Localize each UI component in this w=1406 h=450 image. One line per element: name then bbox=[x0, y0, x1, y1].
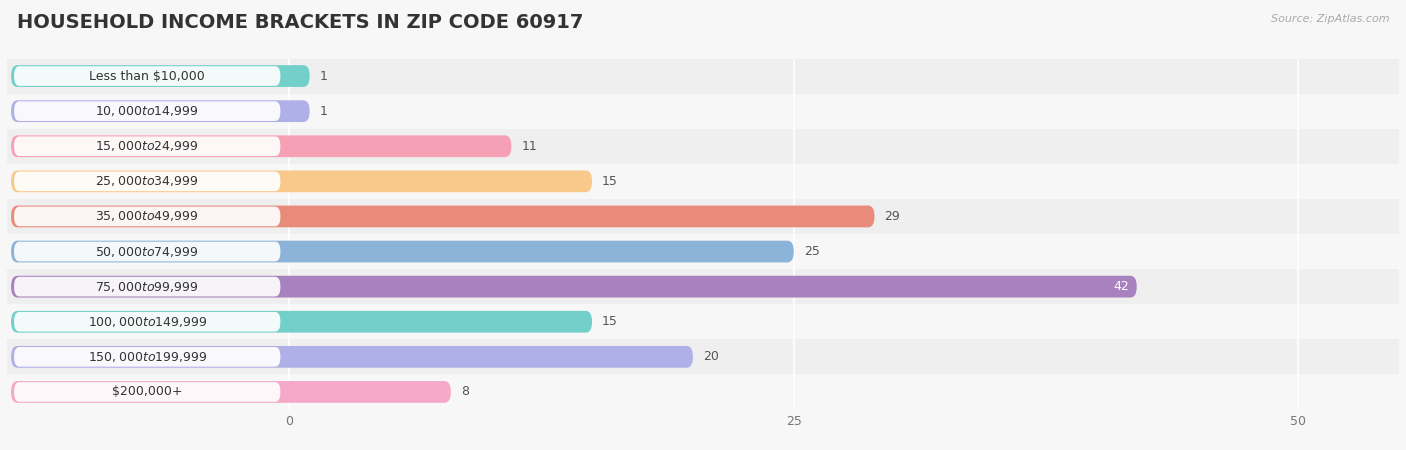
FancyBboxPatch shape bbox=[14, 382, 280, 402]
Text: 25: 25 bbox=[804, 245, 820, 258]
FancyBboxPatch shape bbox=[14, 171, 280, 191]
Text: 15: 15 bbox=[602, 175, 619, 188]
FancyBboxPatch shape bbox=[11, 241, 794, 262]
Text: $200,000+: $200,000+ bbox=[112, 386, 183, 398]
FancyBboxPatch shape bbox=[11, 381, 451, 403]
FancyBboxPatch shape bbox=[14, 347, 280, 367]
Text: 11: 11 bbox=[522, 140, 537, 153]
Text: 15: 15 bbox=[602, 315, 619, 328]
FancyBboxPatch shape bbox=[14, 277, 280, 297]
FancyBboxPatch shape bbox=[11, 100, 309, 122]
FancyBboxPatch shape bbox=[14, 312, 280, 332]
FancyBboxPatch shape bbox=[14, 66, 280, 86]
FancyBboxPatch shape bbox=[11, 346, 693, 368]
Bar bbox=[7, 304, 1399, 339]
FancyBboxPatch shape bbox=[11, 206, 875, 227]
Bar bbox=[7, 58, 1399, 94]
FancyBboxPatch shape bbox=[14, 136, 280, 156]
FancyBboxPatch shape bbox=[11, 171, 592, 192]
Text: $50,000 to $74,999: $50,000 to $74,999 bbox=[96, 244, 200, 259]
Text: $15,000 to $24,999: $15,000 to $24,999 bbox=[96, 139, 200, 153]
FancyBboxPatch shape bbox=[14, 242, 280, 261]
Text: $150,000 to $199,999: $150,000 to $199,999 bbox=[87, 350, 207, 364]
FancyBboxPatch shape bbox=[11, 65, 309, 87]
Text: 1: 1 bbox=[319, 70, 328, 82]
FancyBboxPatch shape bbox=[14, 207, 280, 226]
Text: $100,000 to $149,999: $100,000 to $149,999 bbox=[87, 315, 207, 329]
Bar bbox=[7, 129, 1399, 164]
FancyBboxPatch shape bbox=[11, 135, 512, 157]
Bar bbox=[7, 234, 1399, 269]
Text: $10,000 to $14,999: $10,000 to $14,999 bbox=[96, 104, 200, 118]
Text: Less than $10,000: Less than $10,000 bbox=[90, 70, 205, 82]
FancyBboxPatch shape bbox=[11, 276, 1136, 297]
Text: 42: 42 bbox=[1114, 280, 1129, 293]
Bar bbox=[7, 199, 1399, 234]
Text: 8: 8 bbox=[461, 386, 470, 398]
Text: $35,000 to $49,999: $35,000 to $49,999 bbox=[96, 209, 200, 224]
Bar bbox=[7, 339, 1399, 374]
Text: Source: ZipAtlas.com: Source: ZipAtlas.com bbox=[1271, 14, 1389, 23]
FancyBboxPatch shape bbox=[14, 101, 280, 121]
FancyBboxPatch shape bbox=[11, 311, 592, 333]
Bar bbox=[7, 164, 1399, 199]
Bar bbox=[7, 269, 1399, 304]
Bar bbox=[7, 94, 1399, 129]
Text: 29: 29 bbox=[884, 210, 900, 223]
Text: $75,000 to $99,999: $75,000 to $99,999 bbox=[96, 279, 200, 294]
Text: 1: 1 bbox=[319, 105, 328, 117]
Bar bbox=[7, 374, 1399, 410]
Text: HOUSEHOLD INCOME BRACKETS IN ZIP CODE 60917: HOUSEHOLD INCOME BRACKETS IN ZIP CODE 60… bbox=[17, 14, 583, 32]
Text: 20: 20 bbox=[703, 351, 718, 363]
Text: $25,000 to $34,999: $25,000 to $34,999 bbox=[96, 174, 200, 189]
